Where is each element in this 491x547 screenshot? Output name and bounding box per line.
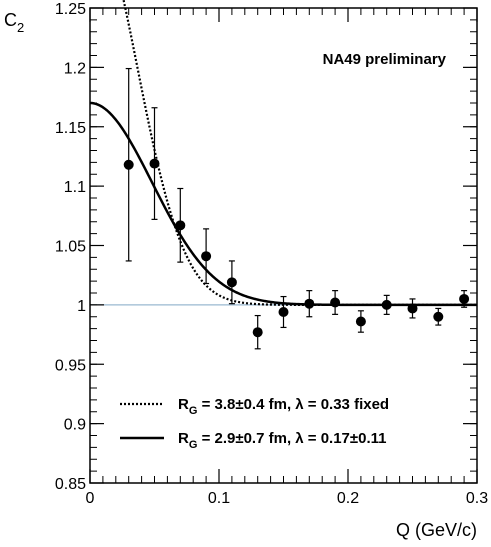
y-axis-label-base: C [4, 10, 17, 30]
data-points-layer [123, 67, 470, 350]
y-tick-label: 1.1 [64, 179, 86, 196]
y-tick-label: 1.15 [55, 120, 86, 137]
data-point [252, 327, 263, 338]
data-point [304, 298, 315, 309]
y-tick-label: 0.85 [55, 476, 86, 493]
x-tick-label: 0 [86, 490, 95, 507]
data-point [149, 158, 160, 169]
legend: RG = 3.8±0.4 fm, λ = 0.33 fixed RG = 2.9… [120, 396, 389, 451]
data-point [355, 316, 366, 327]
y-tick-label: 1.2 [64, 60, 86, 77]
data-point [407, 303, 418, 314]
y-axis-label: C2 [4, 10, 24, 35]
data-point [330, 297, 341, 308]
y-tick-label: 1.05 [55, 239, 86, 256]
x-tick-label: 0.3 [466, 490, 488, 507]
fit-curve-dotted [122, 0, 477, 306]
experiment-annotation: NA49 preliminary [323, 51, 447, 68]
y-tick-label: 0.95 [55, 357, 86, 374]
fit-curves-layer [89, 0, 477, 307]
data-point [459, 293, 470, 304]
y-axis-label-subscript: 2 [17, 20, 24, 35]
legend-entry-solid: RG = 2.9±0.7 fm, λ = 0.17±0.11 [178, 430, 387, 451]
y-tick-label: 1.25 [55, 1, 86, 18]
fit-curve-solid [89, 101, 477, 307]
x-tick-label: 0.1 [208, 490, 230, 507]
x-tick-label: 0.2 [337, 490, 359, 507]
data-point [201, 251, 212, 262]
axis-ticks-layer: 0 0.1 0.2 0.3 0.85 0.9 0.95 1 1.05 1.1 1.15 1.2 1.25 [55, 1, 488, 507]
data-point [381, 299, 392, 310]
y-tick-label: 1 [77, 298, 86, 315]
data-point [123, 159, 134, 170]
data-point [226, 277, 237, 288]
data-point [278, 307, 289, 317]
data-point [175, 220, 186, 231]
x-axis-label: Q (GeV/c) [396, 520, 477, 540]
legend-entry-dotted: RG = 3.8±0.4 fm, λ = 0.33 fixed [178, 396, 389, 417]
y-tick-label: 0.9 [64, 417, 86, 434]
data-point [433, 311, 444, 322]
